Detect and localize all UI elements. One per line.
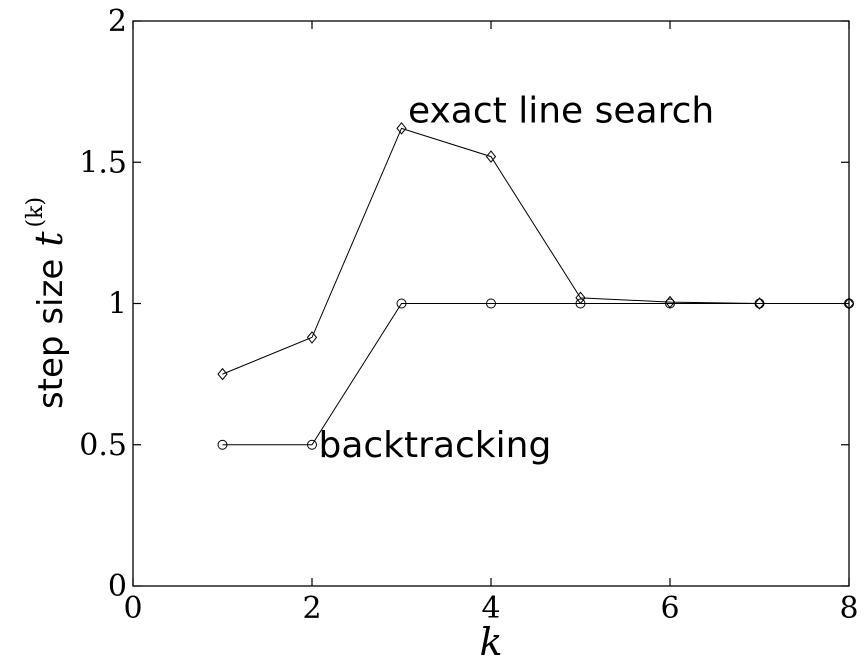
y-axis-label: step size t (k) [23, 197, 71, 409]
circle-marker [575, 298, 586, 309]
series-group [217, 122, 855, 450]
y-tick-label: 0.5 [79, 428, 127, 463]
circle-marker [307, 439, 317, 450]
y-axis-label-math: t [27, 231, 71, 247]
x-tick-label: 6 [660, 591, 679, 626]
circle-marker [665, 298, 675, 309]
series-backtracking [217, 298, 854, 450]
circle-marker [396, 298, 407, 309]
annotations: exact line search backtracking [318, 90, 714, 465]
annotation-label: exact line search [408, 90, 714, 131]
y-tick-label: 0 [108, 569, 127, 604]
diamond-marker [754, 297, 765, 310]
circle-marker [754, 298, 765, 309]
svg-text:step size t (k): step size t (k) [23, 197, 71, 409]
x-tick-label: 0 [123, 591, 142, 626]
x-tick-label: 2 [302, 591, 321, 626]
diamond-marker [306, 331, 318, 344]
y-tick-label: 1 [108, 287, 127, 322]
circle-marker [844, 298, 854, 309]
annotation-label: backtracking [318, 425, 551, 466]
series-exact-line-search [217, 122, 855, 381]
diamond-marker [217, 367, 228, 381]
x-axis-label: k [479, 620, 502, 664]
circle-marker [486, 298, 496, 309]
diamond-marker [843, 297, 855, 310]
diamond-marker [485, 150, 497, 163]
y-axis-label-superscript: (k) [23, 197, 48, 228]
y-tick-label: 1.5 [79, 145, 127, 180]
series-line [222, 303, 849, 446]
x-tick-label: 8 [839, 591, 858, 626]
circle-marker [217, 439, 228, 450]
x-tick-labels: 0 2 4 6 8 [123, 591, 858, 626]
y-tick-labels: 0 0.5 1 1.5 2 [79, 4, 127, 604]
y-tick-label: 2 [108, 4, 127, 39]
y-axis-label-text: step size [31, 259, 71, 409]
diamond-marker [396, 122, 407, 135]
x-tick-label: 4 [481, 591, 500, 626]
